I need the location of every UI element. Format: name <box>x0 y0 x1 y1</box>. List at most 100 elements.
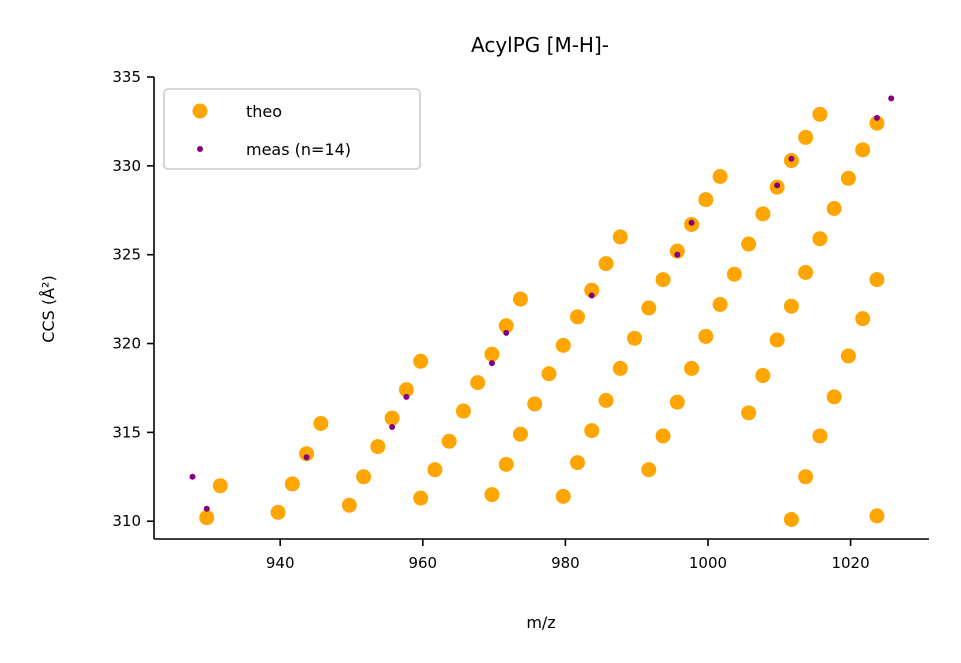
data-point <box>313 416 329 431</box>
data-point <box>612 360 628 376</box>
data-point <box>541 366 557 382</box>
data-point <box>741 236 757 252</box>
data-point <box>826 200 842 216</box>
data-point <box>498 318 514 334</box>
data-point <box>527 396 543 412</box>
data-point <box>303 454 310 461</box>
data-point <box>584 423 600 439</box>
y-tick-label: 310 <box>112 512 141 530</box>
data-point <box>270 504 286 520</box>
data-point <box>470 375 486 391</box>
data-point <box>413 490 429 506</box>
data-point <box>669 243 685 259</box>
data-points <box>189 95 895 527</box>
data-point <box>570 309 586 325</box>
data-point <box>598 392 614 408</box>
data-point <box>484 346 500 362</box>
x-tick-label: 940 <box>266 554 295 572</box>
legend-label-1: meas (n=14) <box>246 140 351 159</box>
data-point <box>641 462 657 478</box>
data-point <box>674 251 681 258</box>
data-point <box>755 368 771 384</box>
data-point <box>199 510 215 526</box>
data-point <box>427 462 443 478</box>
x-axis-title: m/z <box>526 613 555 632</box>
data-point <box>627 330 643 346</box>
data-point <box>655 428 671 444</box>
data-point <box>284 476 300 492</box>
data-point <box>783 298 799 314</box>
data-point <box>783 511 799 527</box>
x-tick-label: 1020 <box>831 554 869 572</box>
data-point <box>826 389 842 405</box>
data-point <box>684 360 700 376</box>
data-point <box>484 487 500 503</box>
data-point <box>712 296 728 312</box>
data-point <box>712 169 728 185</box>
data-point <box>413 353 429 369</box>
data-point <box>812 106 828 122</box>
data-point <box>873 114 880 121</box>
data-point <box>741 405 757 421</box>
data-point <box>869 508 885 524</box>
y-tick-label: 325 <box>112 246 141 264</box>
data-point <box>341 497 357 513</box>
data-point <box>389 424 396 431</box>
data-point <box>812 428 828 444</box>
legend-label-0: theo <box>246 102 282 121</box>
data-point <box>570 455 586 471</box>
data-point <box>441 433 457 449</box>
legend-marker-1 <box>197 146 203 152</box>
series-1 <box>189 95 895 512</box>
data-point <box>798 469 814 485</box>
data-point <box>598 256 614 272</box>
data-point <box>855 311 871 327</box>
data-point <box>788 155 795 162</box>
data-point <box>584 282 600 298</box>
data-point <box>798 129 814 145</box>
data-point <box>774 182 781 189</box>
data-point <box>512 426 528 442</box>
data-point <box>498 456 514 472</box>
y-tick-label: 330 <box>112 157 141 175</box>
chart-title: AcylPG [M-H]- <box>471 33 609 57</box>
series-0 <box>199 106 885 527</box>
y-tick-label: 315 <box>112 423 141 441</box>
data-point <box>356 469 372 485</box>
legend-marker-0 <box>192 103 208 119</box>
data-point <box>403 393 410 400</box>
data-point <box>655 272 671 288</box>
data-point <box>726 266 742 282</box>
data-point <box>755 206 771 222</box>
data-point <box>299 446 315 462</box>
data-point <box>612 229 628 245</box>
legend: theo meas (n=14) <box>163 88 421 170</box>
data-point <box>503 329 510 336</box>
data-point <box>798 264 814 280</box>
data-point <box>769 332 785 348</box>
data-point <box>698 192 714 208</box>
x-tick-label: 960 <box>408 554 437 572</box>
data-point <box>812 231 828 247</box>
data-point <box>555 488 571 504</box>
y-tick-label: 320 <box>112 335 141 353</box>
data-point <box>398 382 414 398</box>
data-point <box>669 394 685 410</box>
x-tick-label: 1000 <box>689 554 727 572</box>
data-point <box>840 348 856 364</box>
data-point <box>512 291 528 307</box>
data-point <box>888 95 895 102</box>
x-tick-label: 980 <box>551 554 580 572</box>
data-point <box>855 142 871 158</box>
axes: 940 960 980 1000 1020 310 315 320 325 330 335 <box>112 68 929 572</box>
data-point <box>488 360 495 367</box>
data-point <box>212 478 228 494</box>
data-point <box>840 170 856 186</box>
y-axis-title: CCS (Å²) <box>39 275 58 342</box>
data-point <box>370 439 386 455</box>
data-point <box>455 403 471 419</box>
legend-box <box>163 88 421 170</box>
data-point <box>555 337 571 353</box>
data-point <box>189 473 196 480</box>
